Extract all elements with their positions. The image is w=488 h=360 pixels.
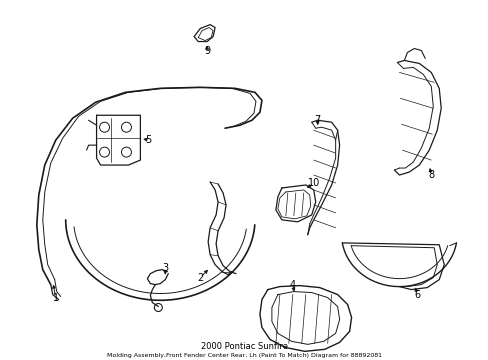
Text: Molding Assembly,Front Fender Center Rear, Lh (Paint To Match) Diagram for 88892: Molding Assembly,Front Fender Center Rea… [106,353,381,358]
Text: 3: 3 [162,263,168,273]
Text: 4: 4 [289,280,295,289]
Text: 2000 Pontiac Sunfire: 2000 Pontiac Sunfire [200,342,287,351]
Text: 5: 5 [145,135,151,145]
Text: 6: 6 [413,289,420,300]
Text: 2: 2 [197,273,203,283]
Text: 1: 1 [53,293,59,302]
Text: 10: 10 [307,178,319,188]
Text: 9: 9 [203,45,210,55]
Text: 8: 8 [427,170,433,180]
Text: 7: 7 [314,115,320,125]
